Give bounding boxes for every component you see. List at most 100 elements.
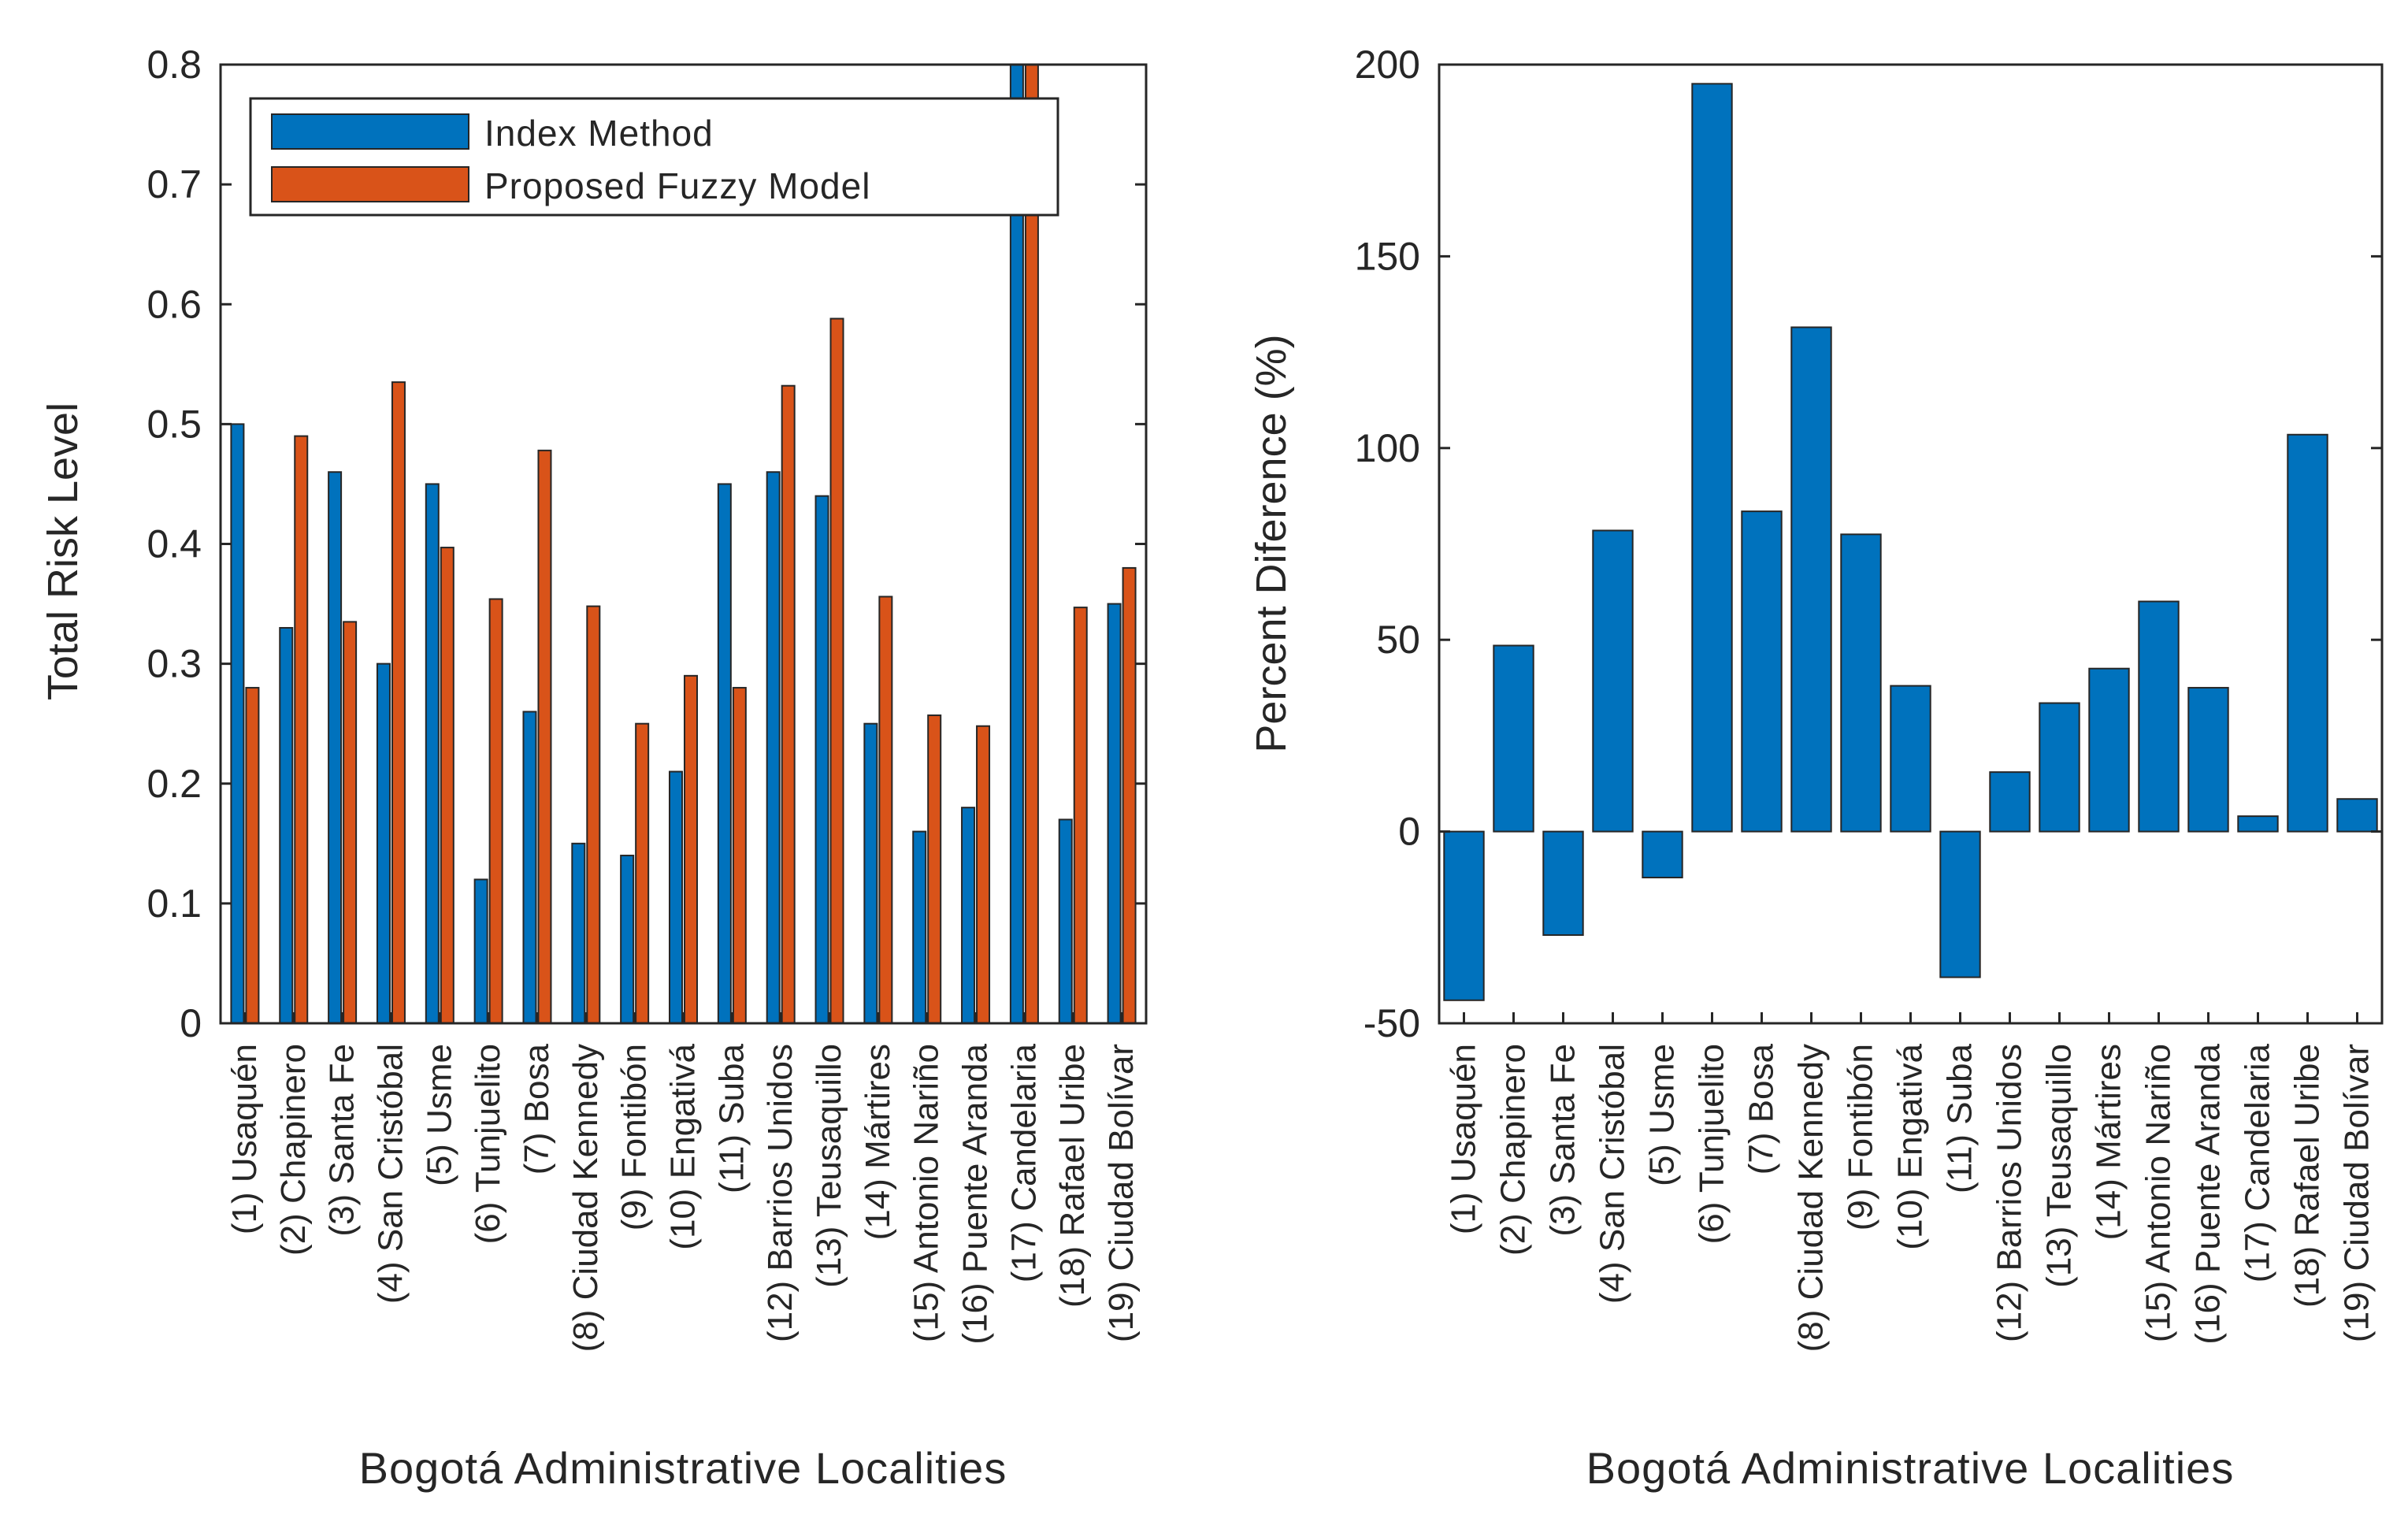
risk-xtick-label-5-usme: (5) Usme <box>420 1044 458 1186</box>
bar-index-method-6-tunjuelito <box>473 878 488 1024</box>
bar-index-method-18-rafael-uribe <box>1058 818 1073 1024</box>
bar-percent-17-candelaria <box>2237 815 2279 833</box>
legend-label-fuzzy-model: Proposed Fuzzy Model <box>484 165 870 206</box>
risk-ytick-label: 0.1 <box>147 881 202 926</box>
bar-percent-11-suba <box>1939 830 1981 978</box>
percent-xtick-label-15-antonio-narino: (15) Antonio Nariño <box>2139 1044 2178 1342</box>
bar-percent-19-ciudad-bolivar <box>2336 798 2378 833</box>
bar-index-method-5-usme <box>425 483 440 1024</box>
percent-difference-chart: -50 0 50 100 150 200 (1) Usaquén (2) Chapinero… <box>1248 43 2384 1493</box>
bar-proposed-fuzzy-model-10-engativa <box>684 674 698 1025</box>
risk-xtick-label-1-usaquen: (1) Usaquén <box>225 1044 264 1234</box>
bar-proposed-fuzzy-model-2-chapinero <box>294 435 309 1024</box>
bar-proposed-fuzzy-model-9-fontibon <box>635 722 650 1024</box>
bar-percent-13-teusaquillo <box>2039 702 2080 833</box>
bar-index-method-15-antonio-narino <box>912 830 927 1024</box>
bar-proposed-fuzzy-model-16-puente-aranda <box>976 725 991 1024</box>
bar-index-method-7-bosa <box>522 711 537 1024</box>
legend-swatch-fuzzy-model <box>271 166 469 202</box>
risk-chart-ylabel: Total Risk Level <box>39 403 87 700</box>
percent-xtick-label-5-usme: (5) Usme <box>1643 1044 1682 1186</box>
percent-xtick-label-9-fontibon: (9) Fontibón <box>1842 1044 1880 1230</box>
risk-chart-xlabel: Bogotá Administrative Localities <box>359 1443 1007 1493</box>
bar-percent-15-antonio-narino <box>2138 600 2180 833</box>
risk-xtick-label-3-santa-fe: (3) Santa Fe <box>323 1044 362 1237</box>
bar-index-method-4-san-cristobal <box>376 662 391 1024</box>
risk-xtick-label-12-barrios-unidos: (12) Barrios Unidos <box>761 1044 800 1342</box>
percent-ytick-label: 50 <box>1376 618 1420 662</box>
bar-index-method-3-santa-fe <box>328 471 343 1024</box>
bar-proposed-fuzzy-model-18-rafael-uribe <box>1073 607 1088 1024</box>
bar-proposed-fuzzy-model-15-antonio-narino <box>927 714 942 1024</box>
risk-ytick-label: 0.8 <box>147 43 202 87</box>
percent-xtick-label-19-ciudad-bolivar: (19) Ciudad Bolívar <box>2338 1044 2376 1342</box>
bar-percent-2-chapinero <box>1493 644 1534 833</box>
bar-index-method-10-engativa <box>669 770 683 1024</box>
percent-ytick-label: 0 <box>1398 810 1420 854</box>
bar-proposed-fuzzy-model-19-ciudad-bolivar <box>1122 566 1137 1024</box>
risk-xtick-label-6-tunjuelito: (6) Tunjuelito <box>469 1044 507 1244</box>
bar-proposed-fuzzy-model-8-ciudad-kennedy <box>586 605 601 1024</box>
bar-proposed-fuzzy-model-6-tunjuelito <box>488 598 503 1024</box>
bar-proposed-fuzzy-model-14-martires <box>878 596 893 1024</box>
risk-xtick-label-17-candelaria: (17) Candelaria <box>1004 1043 1043 1282</box>
bar-proposed-fuzzy-model-1-usaquen <box>245 687 260 1024</box>
percent-chart-y-ticks: -50 0 50 100 150 200 <box>1355 43 2382 1045</box>
risk-xtick-label-19-ciudad-bolivar: (19) Ciudad Bolívar <box>1102 1044 1141 1342</box>
percent-chart-x-ticks: (1) Usaquén (2) Chapinero (3) Santa Fe (4) … <box>1445 1012 2376 1352</box>
risk-level-chart: 0 0.1 0.2 0.3 0.4 0.5 0.6 0.7 0.8 (1) Usaquén (2)… <box>39 43 1148 1493</box>
risk-ytick-label: 0 <box>180 1001 202 1045</box>
risk-chart-y-ticks: 0 0.1 0.2 0.3 0.4 0.5 0.6 0.7 0.8 <box>147 43 1146 1045</box>
bar-proposed-fuzzy-model-4-san-cristobal <box>391 381 406 1025</box>
risk-xtick-label-15-antonio-narino: (15) Antonio Nariño <box>907 1044 946 1342</box>
risk-xtick-label-18-rafael-uribe: (18) Rafael Uribe <box>1053 1044 1092 1308</box>
risk-ytick-label: 0.7 <box>147 162 202 206</box>
bar-percent-6-tunjuelito <box>1691 83 1733 833</box>
percent-xtick-label-11-suba: (11) Suba <box>1941 1043 1979 1193</box>
risk-ytick-label: 0.3 <box>147 642 202 686</box>
risk-xtick-label-16-puente-aranda: (16) Puente Aranda <box>956 1043 995 1344</box>
percent-xtick-label-10-engativa: (10) Engativá <box>1891 1043 1930 1249</box>
bar-percent-18-rafael-uribe <box>2287 433 2328 833</box>
percent-chart-bars <box>1443 83 2378 1001</box>
percent-xtick-label-17-candelaria: (17) Candelaria <box>2239 1043 2277 1282</box>
risk-chart-legend: Index Method Proposed Fuzzy Model <box>249 97 1059 217</box>
percent-chart-xlabel: Bogotá Administrative Localities <box>1586 1443 2235 1493</box>
bar-index-method-16-puente-aranda <box>961 807 976 1025</box>
bar-proposed-fuzzy-model-11-suba <box>732 687 747 1024</box>
percent-ytick-label: -50 <box>1364 1001 1420 1045</box>
risk-xtick-label-14-martires: (14) Mártires <box>859 1044 897 1240</box>
percent-xtick-label-13-teusaquillo: (13) Teusaquillo <box>2040 1044 2079 1288</box>
bar-percent-10-engativa <box>1890 685 1931 833</box>
percent-ytick-label: 100 <box>1355 426 1420 470</box>
bar-proposed-fuzzy-model-7-bosa <box>537 449 552 1024</box>
risk-xtick-label-8-ciudad-kennedy: (8) Ciudad Kennedy <box>566 1044 605 1352</box>
risk-ytick-label: 0.5 <box>147 402 202 446</box>
bar-index-method-14-martires <box>863 722 878 1024</box>
risk-ytick-label: 0.4 <box>147 522 202 566</box>
bar-proposed-fuzzy-model-12-barrios-unidos <box>781 384 796 1024</box>
legend-label-index-method: Index Method <box>484 113 714 154</box>
risk-chart-bars <box>230 64 1137 1025</box>
risk-xtick-label-10-engativa: (10) Engativá <box>664 1043 703 1249</box>
percent-xtick-label-16-puente-aranda: (16) Puente Aranda <box>2189 1043 2228 1344</box>
bar-index-method-19-ciudad-bolivar <box>1107 603 1122 1024</box>
percent-ytick-label: 150 <box>1355 234 1420 278</box>
legend-swatch-index-method <box>271 113 469 150</box>
bar-percent-12-barrios-unidos <box>1989 771 2031 833</box>
percent-xtick-label-7-bosa: (7) Bosa <box>1742 1043 1781 1175</box>
percent-xtick-label-18-rafael-uribe: (18) Rafael Uribe <box>2288 1044 2327 1308</box>
percent-xtick-label-6-tunjuelito: (6) Tunjuelito <box>1693 1044 1731 1244</box>
risk-xtick-label-7-bosa: (7) Bosa <box>518 1043 556 1175</box>
bar-index-method-1-usaquen <box>230 423 245 1024</box>
percent-xtick-label-14-martires: (14) Mártires <box>2090 1044 2128 1240</box>
bar-percent-9-fontibon <box>1840 533 1882 833</box>
percent-ytick-label: 200 <box>1355 43 1420 87</box>
bar-percent-1-usaquen <box>1443 830 1485 1001</box>
risk-ytick-label: 0.6 <box>147 282 202 326</box>
bar-index-method-9-fontibon <box>620 855 635 1025</box>
risk-chart-x-ticks: (1) Usaquén (2) Chapinero (3) Santa Fe (4) … <box>225 1012 1141 1352</box>
bar-index-method-12-barrios-unidos <box>766 471 781 1024</box>
risk-xtick-label-13-teusaquillo: (13) Teusaquillo <box>810 1044 848 1288</box>
